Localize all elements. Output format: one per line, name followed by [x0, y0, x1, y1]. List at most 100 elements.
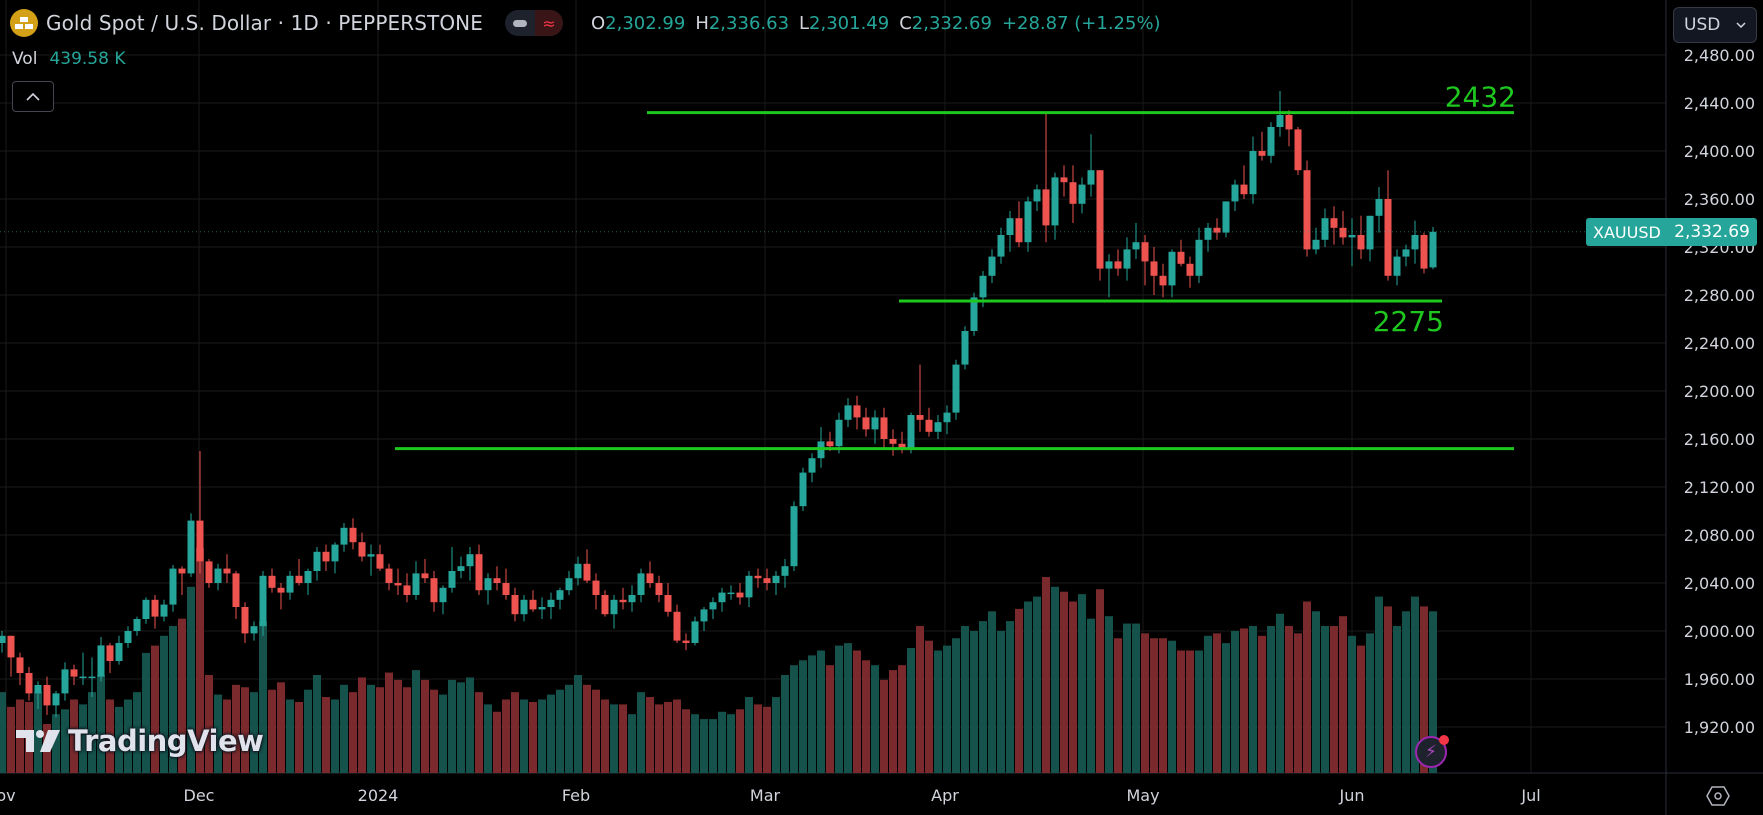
candle-body[interactable]	[583, 563, 591, 581]
candle-body[interactable]	[1249, 151, 1257, 195]
candle-body[interactable]	[1195, 239, 1203, 276]
candle-body[interactable]	[106, 645, 114, 661]
candle-body[interactable]	[997, 235, 1005, 257]
candle-body[interactable]	[529, 599, 537, 610]
candle-body[interactable]	[241, 607, 249, 634]
candle-body[interactable]	[988, 256, 996, 276]
candle-body[interactable]	[1339, 227, 1347, 238]
candle-body[interactable]	[358, 542, 366, 557]
candle-body[interactable]	[799, 472, 807, 507]
candle-body[interactable]	[763, 578, 771, 583]
candle-body[interactable]	[574, 563, 582, 579]
candle-body[interactable]	[718, 592, 726, 603]
candle-body[interactable]	[403, 585, 411, 595]
candle-body[interactable]	[871, 417, 879, 430]
candle-body[interactable]	[952, 364, 960, 413]
candle-body[interactable]	[664, 595, 672, 612]
candle-body[interactable]	[772, 575, 780, 583]
candle-body[interactable]	[376, 554, 384, 569]
candle-body[interactable]	[826, 441, 834, 447]
candle-body[interactable]	[259, 575, 267, 627]
candle-body[interactable]	[619, 599, 627, 603]
candle-body[interactable]	[889, 439, 897, 444]
candle-body[interactable]	[196, 520, 204, 562]
price-axis[interactable]	[1667, 0, 1763, 773]
candle-body[interactable]	[1024, 201, 1032, 243]
candle-body[interactable]	[898, 443, 906, 449]
candle-body[interactable]	[880, 417, 888, 439]
candle-body[interactable]	[655, 583, 663, 595]
candle-body[interactable]	[1384, 199, 1392, 276]
candle-body[interactable]	[1258, 151, 1266, 156]
candle-body[interactable]	[844, 405, 852, 420]
candle-body[interactable]	[1303, 170, 1311, 250]
alerts-button[interactable]: ⚡	[1415, 735, 1449, 768]
candle-body[interactable]	[1141, 242, 1149, 262]
candle-body[interactable]	[1348, 235, 1356, 238]
candle-body[interactable]	[430, 578, 438, 603]
candle-body[interactable]	[1294, 129, 1302, 171]
candle-body[interactable]	[709, 602, 717, 610]
candle-body[interactable]	[1429, 231, 1437, 268]
candle-body[interactable]	[511, 595, 519, 615]
candle-body[interactable]	[691, 621, 699, 643]
candle-body[interactable]	[565, 578, 573, 591]
candle-body[interactable]	[934, 422, 942, 432]
candle-body[interactable]	[592, 580, 600, 595]
candle-body[interactable]	[1051, 177, 1059, 226]
candle-body[interactable]	[331, 544, 339, 562]
time-axis[interactable]	[0, 774, 1666, 815]
candle-body[interactable]	[1159, 275, 1167, 286]
candle-body[interactable]	[1150, 261, 1158, 276]
candle-body[interactable]	[943, 412, 951, 423]
candle-body[interactable]	[466, 554, 474, 567]
candle-body[interactable]	[1420, 235, 1428, 269]
candle-body[interactable]	[808, 458, 816, 473]
symbol-title[interactable]: Gold Spot / U.S. Dollar · 1D · PEPPERSTO…	[46, 11, 483, 35]
candle-body[interactable]	[250, 626, 258, 634]
candle-body[interactable]	[169, 568, 177, 605]
candle-body[interactable]	[628, 595, 636, 603]
candle-body[interactable]	[439, 587, 447, 603]
candle-body[interactable]	[187, 520, 195, 574]
collapse-legend-button[interactable]	[12, 81, 54, 112]
candle-body[interactable]	[61, 669, 69, 694]
candle-body[interactable]	[1105, 261, 1113, 269]
candle-body[interactable]	[547, 599, 555, 607]
candle-body[interactable]	[682, 640, 690, 643]
candle-body[interactable]	[1231, 184, 1239, 202]
candle-body[interactable]	[151, 599, 159, 617]
candle-body[interactable]	[700, 609, 708, 622]
candle-body[interactable]	[727, 592, 735, 595]
chart-settings-button[interactable]	[1703, 781, 1733, 811]
candle-body[interactable]	[448, 571, 456, 588]
candle-body[interactable]	[25, 673, 33, 694]
candle-body[interactable]	[43, 685, 51, 706]
candle-body[interactable]	[115, 643, 123, 661]
candle-body[interactable]	[790, 506, 798, 567]
candle-body[interactable]	[484, 578, 492, 591]
candle-body[interactable]	[673, 611, 681, 641]
candle-body[interactable]	[34, 685, 42, 694]
candle-body[interactable]	[1357, 235, 1365, 250]
candle-body[interactable]	[961, 331, 969, 365]
candle-body[interactable]	[1222, 201, 1230, 233]
candle-body[interactable]	[160, 604, 168, 617]
candle-body[interactable]	[1267, 127, 1275, 156]
candle-body[interactable]	[925, 419, 933, 432]
candle-body[interactable]	[1393, 256, 1401, 276]
candle-body[interactable]	[232, 573, 240, 607]
candle-body[interactable]	[1321, 218, 1329, 240]
candle-body[interactable]	[835, 419, 843, 447]
candle-body[interactable]	[520, 599, 528, 615]
candle-body[interactable]	[97, 645, 105, 677]
candle-body[interactable]	[421, 573, 429, 579]
candle-body[interactable]	[394, 583, 402, 586]
candle-body[interactable]	[970, 297, 978, 331]
candle-body[interactable]	[1366, 215, 1374, 250]
tradingview-watermark[interactable]: TradingView	[16, 724, 264, 758]
candle-body[interactable]	[295, 575, 303, 583]
candle-body[interactable]	[7, 635, 15, 658]
candle-body[interactable]	[70, 669, 78, 677]
candle-body[interactable]	[1006, 218, 1014, 235]
